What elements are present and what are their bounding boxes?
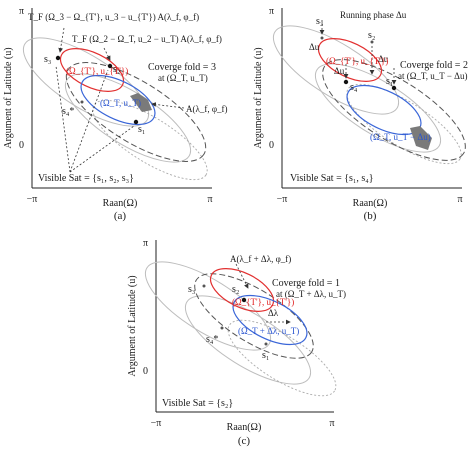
- panel-b-footprint-s1: [346, 83, 462, 165]
- panel-a-dot-s3: [55, 55, 61, 61]
- panel-c-y-tick-zero: 0: [143, 366, 148, 377]
- panel-b-target-area: [410, 126, 432, 150]
- panel-b-x-tick-pi: π: [457, 194, 462, 205]
- panel-b-footprint-s4: [314, 63, 442, 153]
- panel-b-du-1: Δu: [309, 42, 320, 52]
- panel-a-x-tick-negpi: −π: [27, 194, 38, 205]
- panel-b-dot-s4: [343, 79, 349, 85]
- panel-a-y-label: Argument of Latitude (u): [3, 47, 14, 148]
- panel-a-y-tick-pi: π: [19, 6, 24, 17]
- panel-c-dot-s1: [264, 342, 268, 346]
- panel-a: π 0 −π π Argument of Latitude (u) Raan(Ω…: [3, 6, 228, 222]
- panel-b-du-2: Δu: [378, 54, 389, 64]
- panel-a-red-point-label: (Ω_{T'}, u_{T'}): [66, 66, 128, 76]
- panel-a-footprint-s3: [22, 37, 150, 127]
- panel-a-target-area: [130, 93, 152, 112]
- panel-c-dlambda-label: Δλ: [268, 308, 279, 318]
- panel-c-pointer-area: [235, 263, 249, 289]
- panel-a-formula-second: T_F (Ω_2 − Ω_T, u_2 − u_T) A(λ_f, φ_f): [72, 34, 222, 44]
- panel-a-blue-point-label: (Ω_T, u_T): [100, 98, 141, 108]
- panel-c: π 0 −π π Argument of Latitude (u) Raan(Ω…: [127, 238, 346, 447]
- panel-b-label-s4: s₄: [350, 82, 358, 93]
- panel-c-x-tick-negpi: −π: [151, 418, 162, 429]
- panel-c-red-point-label: (Ω_{T'}, u_{T'}): [232, 297, 294, 307]
- panel-a-label-s4: s₄*: [62, 106, 74, 117]
- panel-b-y-label: Argument of Latitude (u): [253, 47, 264, 148]
- panel-c-footprint-s4: [184, 295, 312, 385]
- panel-a-pointer-visible-s3: [55, 65, 71, 173]
- panel-a-label-s3: s₃: [44, 54, 51, 65]
- panel-c-footprint-dashed: [194, 273, 314, 359]
- panel-c-y-label: Argument of Latitude (u): [127, 275, 138, 376]
- panel-a-label-s2: s₂: [113, 64, 120, 75]
- panel-b-caption: (b): [364, 210, 377, 222]
- panel-a-footprint-dashed: [65, 62, 207, 162]
- panel-b-red-region: [317, 38, 383, 82]
- panel-b-coverage-line2: at (Ω_T, u_T − Δu): [398, 71, 467, 81]
- panel-c-dot-s3: [202, 284, 206, 288]
- panel-b-dot-s3: [320, 36, 324, 40]
- panel-b: π 0 −π π Argument of Latitude (u) Raan(Ω…: [253, 6, 468, 222]
- panel-a-coverage-line1: Coverge fold = 3: [148, 62, 216, 73]
- panel-c-coverage-line2: at (Ω_T + Δλ, u_T): [276, 289, 346, 299]
- panel-a-x-tick-pi: π: [207, 194, 212, 205]
- panel-c-dot-s4: [220, 326, 224, 330]
- panel-a-caption: (a): [114, 210, 127, 222]
- panel-b-coverage-line1: Coverge fold = 2: [400, 60, 468, 71]
- panel-b-x-tick-negpi: −π: [277, 194, 288, 205]
- panel-a-pointer-visible-s1: [69, 125, 135, 173]
- panel-b-phase-label: Running phase Δu: [340, 10, 407, 20]
- panel-c-red-region: [209, 268, 275, 312]
- panel-a-blue-region: [80, 74, 156, 126]
- panel-b-blue-point-label: (Ω_T, u_T − Δu): [370, 132, 431, 142]
- panel-b-y-tick-pi: π: [269, 6, 274, 17]
- panel-b-label-s2: s₂: [368, 30, 375, 41]
- panel-a-dot-s2: [107, 63, 113, 69]
- panel-a-visible-sats: Visible Sat = {s₁, s₂, s₃}: [38, 173, 134, 184]
- panel-c-coverage-line1: Coverge fold = 1: [272, 278, 340, 289]
- panel-c-blue-point-label: (Ω_T + Δλ, u_T): [238, 326, 299, 336]
- panel-a-red-region: [59, 48, 125, 92]
- panel-a-coverage-line2: at (Ω_T, u_T): [158, 73, 208, 83]
- panel-a-y-tick-zero: 0: [19, 140, 24, 151]
- panel-c-caption: (c): [238, 435, 251, 447]
- panel-a-x-label: Raan(Ω): [103, 198, 138, 209]
- panel-c-x-label: Raan(Ω): [227, 422, 262, 433]
- panel-b-label-s3: s₃: [316, 16, 323, 27]
- panel-c-label-s1: s₁: [262, 350, 269, 361]
- panel-b-x-label: Raan(Ω): [353, 198, 388, 209]
- panel-a-dot-s1: [133, 119, 139, 125]
- panel-b-dot-s2: [370, 40, 374, 44]
- panel-b-dot-s1: [391, 85, 397, 91]
- panel-a-dot-s4: [80, 100, 84, 104]
- panel-c-dot-s2: [241, 297, 247, 303]
- panel-a-label-s1: s₁: [138, 124, 145, 135]
- panel-b-du-3: Δu: [334, 66, 345, 76]
- panel-b-red-point-label: (Ω_{T'}, u_{T'}): [326, 56, 388, 66]
- panel-a-pointer-area: [151, 102, 185, 109]
- panel-c-x-tick-pi: π: [329, 418, 334, 429]
- panel-b-y-tick-zero: 0: [269, 140, 274, 151]
- panel-b-label-s1: s₁: [386, 76, 393, 87]
- panel-c-visible-sats: Visible Sat = {s₂}: [162, 398, 233, 409]
- panel-c-footprint-s1: [227, 319, 337, 397]
- panel-a-formula-top: T_F (Ω_3 − Ω_{T'}, u_3 − u_{T'}) A(λ_f, …: [28, 12, 199, 22]
- panel-c-blue-region: [232, 294, 308, 346]
- panel-c-y-tick-pi: π: [143, 238, 148, 249]
- panel-b-visible-sats: Visible Sat = {s₁, s₄}: [290, 173, 374, 184]
- panel-c-label-s4: s₄*: [206, 334, 218, 345]
- panel-a-pointer-1: [58, 27, 65, 53]
- panel-c-label-s3: s₃: [188, 284, 195, 295]
- panel-a-footprint-s1: [92, 99, 208, 181]
- panel-c-area-label: A(λ_f + Δλ, φ_f): [230, 254, 291, 264]
- panel-c-label-s2: s₂: [232, 284, 239, 295]
- panel-a-area-label: A(λ_f, φ_f): [186, 104, 228, 114]
- panel-b-footprint-dashed: [322, 59, 466, 161]
